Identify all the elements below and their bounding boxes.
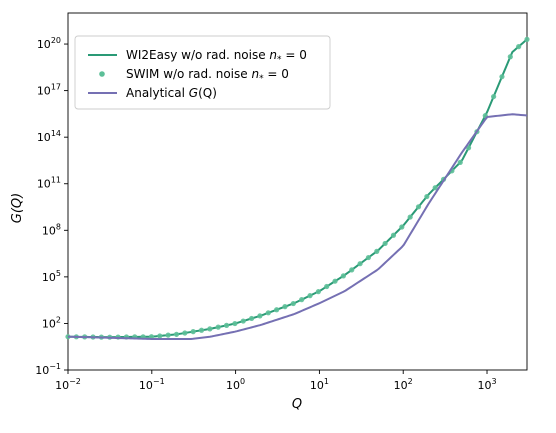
series-point-32 [332,278,338,284]
y-tick-label-5: 1014 [37,129,61,144]
series-point-26 [282,304,288,310]
series-point-25 [274,307,280,313]
series-point-22 [249,315,255,322]
series-point-41 [407,214,413,220]
y-axis-label: G(Q) [10,193,25,223]
series-point-55 [524,36,530,42]
series-point-30 [315,289,321,295]
series-point-34 [349,267,355,273]
series-point-17 [207,326,213,332]
series-point-12 [165,332,171,338]
series-point-11 [157,333,163,339]
legend: WI2Easy w/o rad. noise n* = 0 SWIM w/o ra… [74,35,331,110]
series-point-33 [340,273,346,279]
legend-label-1: SWIM w/o rad. noise n* = 0 [126,67,289,84]
series-point-14 [182,330,188,336]
series-point-53 [507,54,513,60]
series-point-40 [399,224,405,230]
series-layer [65,36,530,340]
series-point-43 [424,193,430,200]
series-point-54 [516,44,522,50]
series-point-38 [382,240,388,247]
x-tick-label-5: 103 [477,377,496,392]
legend-items: WI2Easy w/o rad. noise n* = 0 SWIM w/o ra… [88,48,307,100]
legend-swatch-1 [99,71,105,77]
series-point-19 [223,322,230,328]
series-point-37 [374,248,380,254]
y-tick-label-3: 108 [42,222,61,237]
x-tick-label-4: 102 [394,377,413,392]
series-point-35 [357,261,363,267]
legend-label-2: Analytical G(Q) [126,86,217,100]
series-line-2 [67,113,528,340]
x-axis-label: Q [292,397,302,412]
y-tick-label-7: 1020 [37,36,61,51]
series-point-44 [432,185,438,191]
plot-frame [67,12,528,371]
x-tick-label-3: 101 [310,377,329,392]
series-point-20 [232,320,238,327]
series-point-47 [457,159,463,165]
series-point-15 [190,329,196,335]
series-point-51 [491,93,497,100]
series-point-36 [365,254,372,261]
series-point-23 [257,313,263,319]
y-tick-label-2: 105 [42,269,61,284]
legend-box [74,35,331,110]
x-tick-label-2: 100 [226,377,245,392]
legend-label-0: WI2Easy w/o rad. noise n* = 0 [126,48,307,65]
series-point-24 [265,310,271,316]
y-tick-label-1: 102 [42,315,61,330]
y-tick-label-4: 1011 [37,176,61,191]
series-point-13 [173,331,180,337]
series-point-28 [299,297,305,303]
y-tick-label-6: 1017 [37,83,61,98]
series-point-16 [198,327,205,333]
series-point-21 [240,318,246,324]
series-point-52 [499,74,505,80]
x-tick-label-1: 10−1 [139,377,165,392]
series-point-42 [415,204,422,210]
series-point-31 [324,283,330,290]
x-tick-label-0: 10−2 [55,377,81,392]
series-point-18 [215,324,221,330]
y-tick-label-0: 10−1 [35,362,61,377]
plot-area [67,12,528,371]
series-point-29 [307,293,313,299]
series-point-27 [290,300,296,307]
series-point-39 [390,232,397,238]
